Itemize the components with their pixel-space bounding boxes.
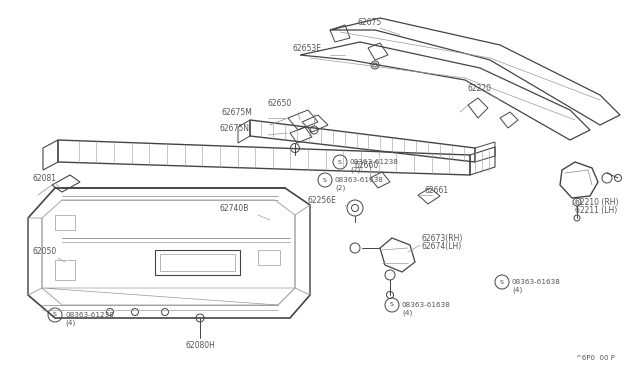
Text: S: S (390, 302, 394, 308)
Text: (4): (4) (512, 287, 522, 293)
Text: S: S (323, 177, 327, 183)
Text: 62675N: 62675N (220, 124, 250, 132)
Text: 62653E: 62653E (293, 44, 322, 52)
Text: 62675M: 62675M (222, 108, 253, 116)
Text: S: S (338, 160, 342, 164)
Text: 62674(LH): 62674(LH) (422, 241, 462, 250)
Text: 62080H: 62080H (185, 340, 215, 350)
Text: 62673(RH): 62673(RH) (422, 234, 463, 243)
Text: (4): (4) (402, 310, 412, 316)
Text: S: S (500, 279, 504, 285)
Text: ^6P0  00 P: ^6P0 00 P (576, 355, 615, 361)
Text: 62220: 62220 (468, 83, 492, 93)
Text: S: S (53, 312, 57, 317)
Text: 08363-61238: 08363-61238 (65, 312, 114, 318)
Text: 62675: 62675 (358, 17, 382, 26)
Text: 62050: 62050 (32, 247, 56, 257)
Text: 08363-61638: 08363-61638 (512, 279, 561, 285)
Text: (2): (2) (335, 185, 345, 191)
Text: 62650: 62650 (268, 99, 292, 108)
Text: 62256E: 62256E (308, 196, 337, 205)
Text: 62210 (RH): 62210 (RH) (575, 198, 618, 206)
Text: 62081: 62081 (32, 173, 56, 183)
Text: 08363-61638: 08363-61638 (402, 302, 451, 308)
Text: 62660: 62660 (355, 160, 380, 170)
Text: 08363-61238: 08363-61238 (350, 159, 399, 165)
Text: 62211 (LH): 62211 (LH) (575, 205, 617, 215)
Text: 08363-61638: 08363-61638 (335, 177, 384, 183)
Text: (2): (2) (350, 167, 360, 173)
Text: 62661: 62661 (425, 186, 449, 195)
Text: (4): (4) (65, 320, 76, 326)
Text: 62740B: 62740B (220, 203, 250, 212)
